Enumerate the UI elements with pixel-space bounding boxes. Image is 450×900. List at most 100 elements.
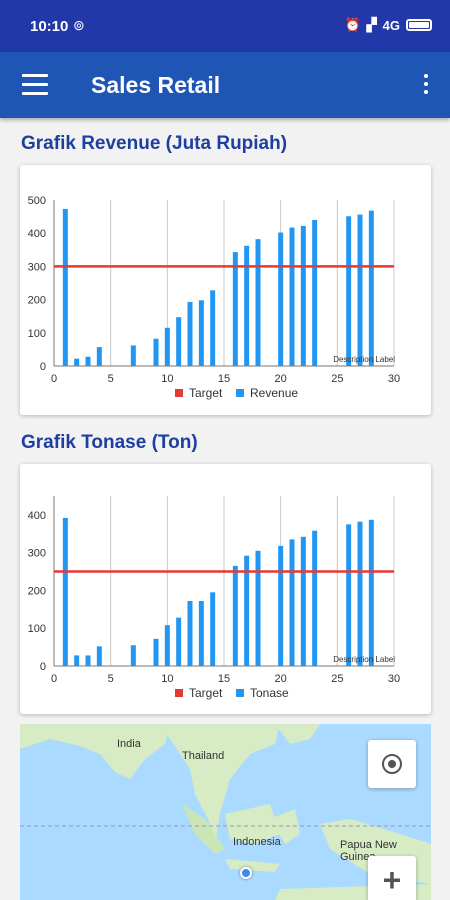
map-label-thailand: Thailand xyxy=(182,750,225,762)
bar xyxy=(244,555,250,666)
x-tick-label: 25 xyxy=(331,373,343,385)
description-label: Description Label xyxy=(333,655,395,664)
bar xyxy=(153,338,159,366)
legend-label-target: Target xyxy=(189,386,223,400)
hamburger-icon[interactable] xyxy=(22,74,48,96)
x-tick-label: 15 xyxy=(218,373,230,385)
y-tick-label: 100 xyxy=(28,328,46,340)
alarm-icon: ⏰ xyxy=(344,17,361,32)
bar xyxy=(74,655,80,666)
my-location-button[interactable] xyxy=(368,740,416,788)
y-tick-label: 400 xyxy=(28,510,46,522)
bar xyxy=(85,356,91,366)
legend-swatch-series xyxy=(236,689,244,697)
bar xyxy=(232,565,238,666)
x-tick-label: 0 xyxy=(51,373,57,385)
bar xyxy=(346,216,352,366)
bar xyxy=(278,545,284,666)
bar xyxy=(164,327,170,366)
tonase-section-title: Grafik Tonase (Ton) xyxy=(21,432,198,453)
map-label-papua-new-guinea: Papua New Guinea xyxy=(340,839,397,863)
status-time: 10:10 xyxy=(30,18,69,35)
legend-swatch-series xyxy=(236,389,244,397)
revenue-chart-card: 0 100 200 300 400 500 0 5 10 15 20 25 30 Description … xyxy=(20,165,431,415)
y-tick-label: 0 xyxy=(40,661,46,673)
bar xyxy=(198,601,204,666)
y-tick-label: 400 xyxy=(28,228,46,240)
y-tick-label: 200 xyxy=(28,295,46,307)
bar xyxy=(368,210,374,366)
bar xyxy=(278,232,284,366)
network-type: 4G xyxy=(382,17,400,33)
more-vert-icon[interactable] xyxy=(422,74,430,98)
bar xyxy=(130,345,136,366)
map-label-india: India xyxy=(117,738,141,750)
bar xyxy=(255,550,261,666)
bar xyxy=(210,290,216,366)
bar xyxy=(346,524,352,666)
legend-swatch-target xyxy=(175,689,183,697)
x-tick-label: 5 xyxy=(108,673,114,685)
bar xyxy=(198,300,204,366)
bar xyxy=(312,219,318,366)
current-location-marker xyxy=(240,867,252,879)
legend-swatch-target xyxy=(175,389,183,397)
x-tick-label: 15 xyxy=(218,673,230,685)
tonase-chart: 0 100 200 300 400 0 5 10 15 20 25 30 Description Lab… xyxy=(28,496,400,700)
x-tick-label: 10 xyxy=(161,373,173,385)
y-tick-label: 200 xyxy=(28,585,46,597)
plus-icon: + xyxy=(382,862,402,898)
bar xyxy=(289,227,295,366)
y-tick-label: 0 xyxy=(40,361,46,373)
bar xyxy=(96,646,102,666)
bar xyxy=(357,521,363,666)
bar xyxy=(210,592,216,666)
bar xyxy=(289,539,295,666)
x-tick-label: 30 xyxy=(388,673,400,685)
bar xyxy=(300,536,306,666)
x-tick-label: 0 xyxy=(51,673,57,685)
bar xyxy=(312,530,318,666)
bar xyxy=(187,601,193,666)
bar xyxy=(255,239,261,366)
battery-icon xyxy=(406,19,432,31)
map-view[interactable]: India Thailand Indonesia Papua New Guine… xyxy=(20,724,431,900)
bar xyxy=(62,517,68,666)
sync-icon: ⊚ xyxy=(73,17,85,33)
bar xyxy=(187,301,193,366)
tonase-chart-card: 0 100 200 300 400 0 5 10 15 20 25 30 Description Lab… xyxy=(20,464,431,714)
x-tick-label: 20 xyxy=(275,673,287,685)
bar xyxy=(62,208,68,366)
x-tick-label: 10 xyxy=(161,673,173,685)
y-tick-label: 300 xyxy=(28,261,46,273)
x-tick-label: 5 xyxy=(108,373,114,385)
bar xyxy=(85,655,91,666)
bar xyxy=(232,252,238,366)
bar xyxy=(164,625,170,666)
x-tick-label: 20 xyxy=(275,373,287,385)
app-bar: Sales Retail xyxy=(0,52,450,118)
x-tick-label: 25 xyxy=(331,673,343,685)
y-tick-label: 500 xyxy=(28,195,46,207)
bar xyxy=(300,225,306,366)
bar xyxy=(368,519,374,666)
description-label: Description Label xyxy=(333,355,395,364)
revenue-chart: 0 100 200 300 400 500 0 5 10 15 20 25 30 Description … xyxy=(28,195,400,400)
legend-label-series: Revenue xyxy=(250,386,298,400)
bar xyxy=(153,638,159,666)
revenue-section-title: Grafik Revenue (Juta Rupiah) xyxy=(21,133,288,154)
map-label-indonesia: Indonesia xyxy=(233,836,281,848)
zoom-in-button[interactable]: + xyxy=(368,856,416,900)
bar xyxy=(357,214,363,366)
bar xyxy=(74,358,80,366)
status-bar: 10:10 ⊚ ⏰ ▞ 4G xyxy=(0,0,450,52)
bar xyxy=(130,645,136,666)
signal-icon: ▞ xyxy=(366,17,377,32)
x-tick-label: 30 xyxy=(388,373,400,385)
y-tick-label: 100 xyxy=(28,623,46,635)
status-icons: ⏰ ▞ 4G xyxy=(344,17,432,33)
legend-label-target: Target xyxy=(189,686,223,700)
app-title: Sales Retail xyxy=(91,72,221,98)
y-tick-label: 300 xyxy=(28,548,46,560)
bar xyxy=(176,317,182,366)
